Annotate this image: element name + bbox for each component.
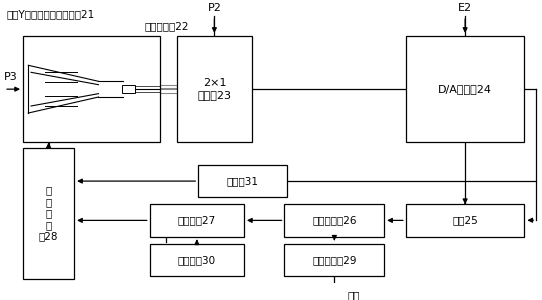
Text: 积分电路27: 积分电路27 [178, 215, 216, 225]
Text: 输出: 输出 [348, 290, 360, 300]
Bar [23, 148, 74, 279]
Text: P3: P3 [4, 72, 18, 82]
Text: E2: E2 [458, 3, 472, 14]
Text: 光纤柔性盘22: 光纤柔性盘22 [144, 22, 189, 32]
Text: 低通滤波妓26: 低通滤波妓26 [312, 215, 357, 225]
Bar [121, 85, 135, 93]
Bar [406, 36, 525, 142]
Bar [198, 165, 287, 197]
Text: 2×1
合束妓23: 2×1 合束妓23 [197, 78, 231, 100]
Bar [177, 36, 252, 142]
Text: 运
算
放
大
妓28: 运 算 放 大 妓28 [39, 185, 59, 242]
Text: D/A转换妓24: D/A转换妓24 [438, 84, 492, 94]
Bar [150, 204, 244, 236]
Text: 带通滤波妓29: 带通滤波妓29 [312, 255, 357, 265]
Text: P2: P2 [208, 3, 221, 14]
Text: 复位电路30: 复位电路30 [178, 255, 216, 265]
Bar [285, 244, 384, 276]
Text: 乘法25: 乘法25 [452, 215, 478, 225]
Bar [23, 36, 160, 142]
Bar [285, 204, 384, 236]
Text: 第二Y波导多功能集成光路21: 第二Y波导多功能集成光路21 [7, 9, 95, 19]
Bar [150, 244, 244, 276]
Text: 振荡妓31: 振荡妓31 [227, 176, 259, 186]
Bar [406, 204, 525, 236]
